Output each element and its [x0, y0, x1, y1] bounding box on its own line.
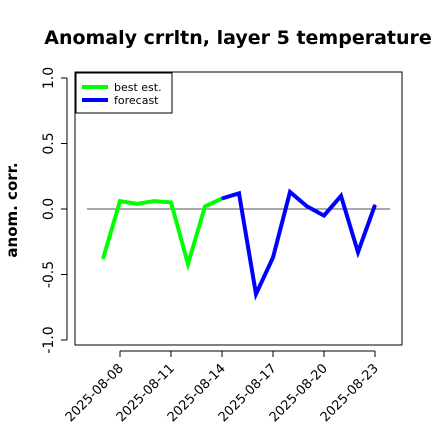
- data-point-forecast: [255, 293, 257, 295]
- chart-title: Anomaly crrltn, layer 5 temperature: [44, 27, 432, 49]
- y-axis: -1.0 -0.5 0.0 0.5 1.0: [41, 67, 68, 354]
- data-point-forecast: [357, 251, 359, 254]
- data-point-best-est: [153, 200, 155, 202]
- data-point-forecast: [289, 191, 291, 193]
- data-point-forecast: [306, 205, 308, 208]
- y-tick-label: 1.0: [41, 67, 57, 89]
- data-point-forecast: [272, 256, 274, 259]
- data-point-forecast: [374, 204, 376, 206]
- data-point-forecast: [238, 192, 240, 195]
- data-point-forecast: [340, 195, 342, 197]
- legend-label-forecast: forecast: [114, 94, 159, 107]
- data-point-best-est: [204, 205, 206, 208]
- data-point-best-est: [119, 200, 121, 202]
- legend-label-best-est: best est.: [114, 81, 162, 94]
- data-point-forecast: [221, 197, 223, 200]
- data-point-best-est: [102, 257, 104, 260]
- series-line-best-est: [101, 196, 223, 272]
- legend-box: [75, 72, 173, 114]
- x-axis: 2025-08-082025-08-112025-08-142025-08-17…: [63, 350, 382, 425]
- legend: best est. forecast: [75, 72, 173, 114]
- data-point-forecast: [323, 214, 325, 217]
- data-point-best-est: [187, 263, 189, 265]
- y-tick-label: 0.0: [41, 198, 57, 220]
- y-tick-label: 0.5: [41, 132, 57, 154]
- data-point-best-est: [170, 201, 172, 204]
- y-tick-label: -1.0: [41, 326, 57, 353]
- y-axis-label: anom. corr.: [3, 162, 21, 257]
- data-point-best-est: [136, 202, 138, 205]
- series-layer: [101, 188, 377, 301]
- plot-area-frame: [74, 71, 403, 346]
- series-line-forecast: [221, 188, 377, 301]
- y-tick-label: -0.5: [41, 261, 57, 288]
